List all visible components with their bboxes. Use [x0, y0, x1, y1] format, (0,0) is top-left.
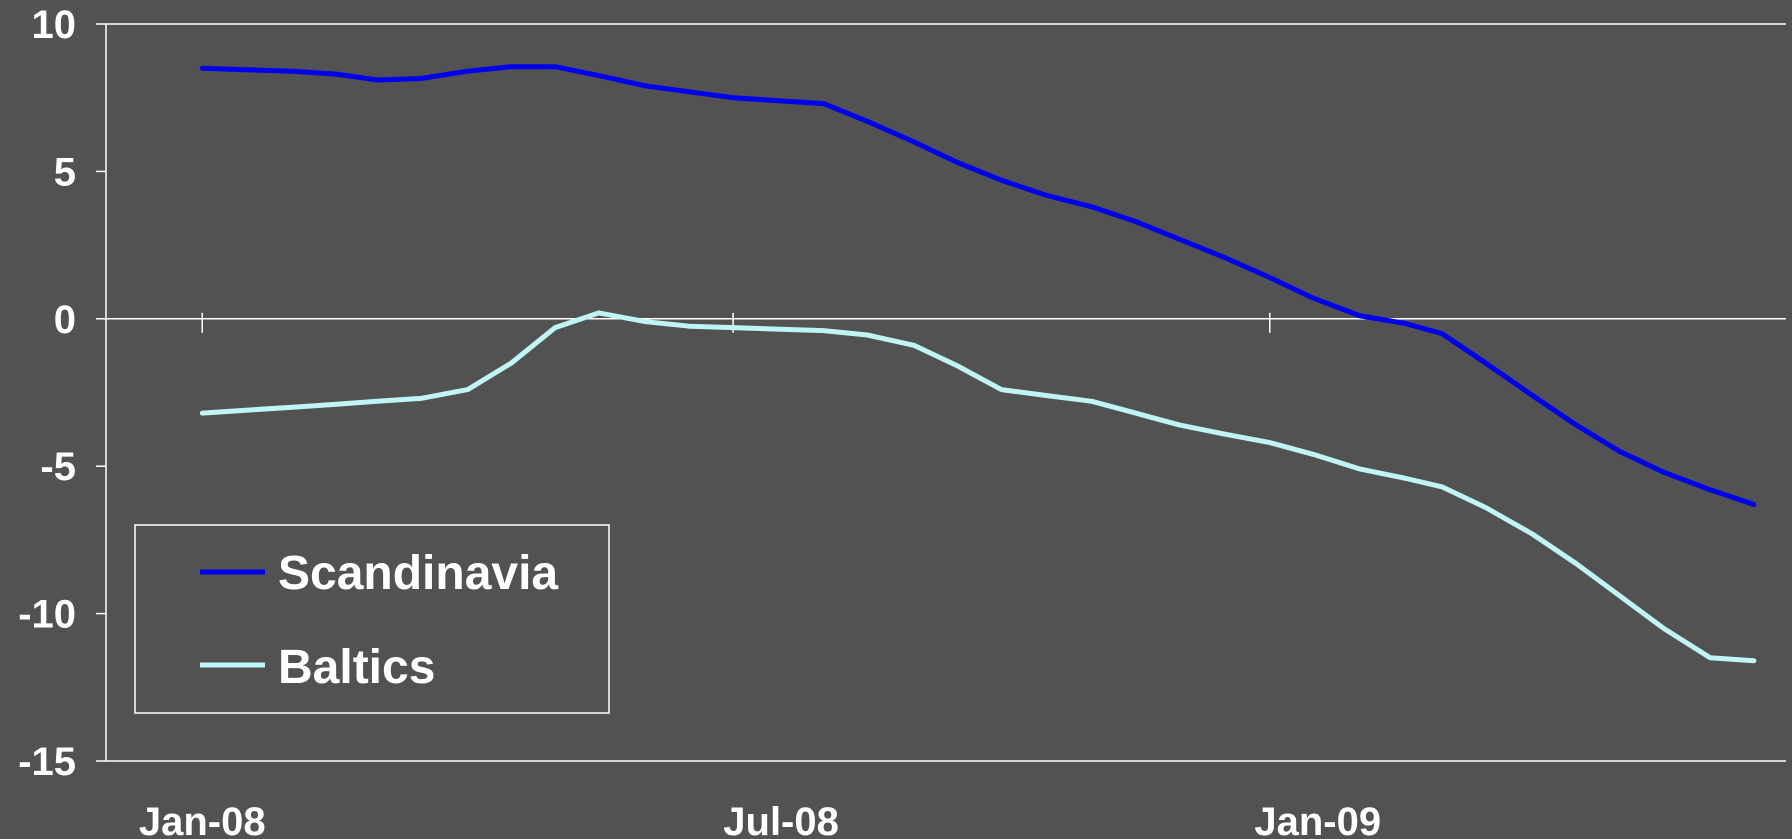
- x-tick-label: Jan-09: [1254, 800, 1381, 839]
- x-tick-label: Jan-08: [139, 800, 266, 839]
- series-line-scandinavia: [199, 64, 1757, 507]
- legend: Scandinavia Baltics: [134, 524, 610, 714]
- x-tick-label: Jul-08: [723, 800, 839, 839]
- legend-box: [134, 524, 610, 714]
- y-tick-label: 0: [54, 298, 76, 342]
- y-tick-label: 10: [32, 3, 77, 47]
- legend-label-scandinavia: Scandinavia: [278, 547, 558, 600]
- y-tick-label: 5: [54, 150, 76, 194]
- legend-label-baltics: Baltics: [278, 641, 435, 694]
- y-tick-label: -5: [40, 445, 76, 489]
- series-line-baltics: [199, 310, 1757, 664]
- y-tick-label: -15: [18, 740, 76, 784]
- axes: 10 5 0 -5 -10 -15 Jan-08 Jul-08 Jan-09: [18, 3, 1786, 839]
- y-tick-label: -10: [18, 593, 76, 637]
- series-layer: [199, 64, 1757, 664]
